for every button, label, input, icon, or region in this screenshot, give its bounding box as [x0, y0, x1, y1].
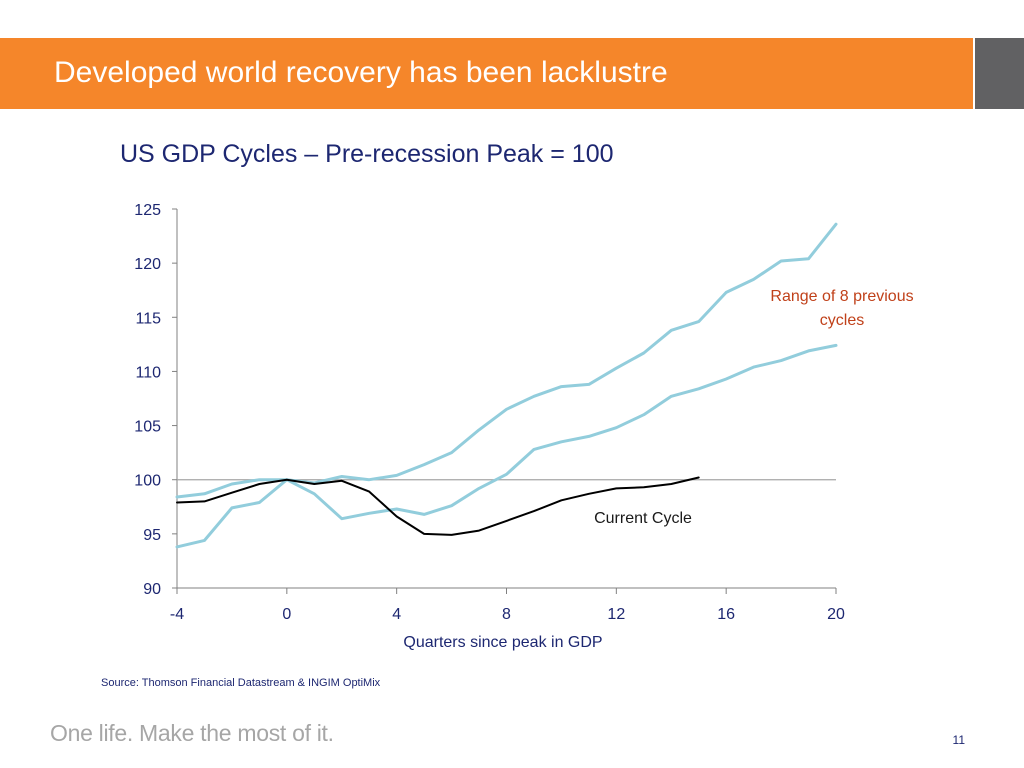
x-axis-label: Quarters since peak in GDP	[403, 634, 602, 651]
slide-title: Developed world recovery has been lacklu…	[54, 56, 668, 89]
y-tick-label: 125	[134, 202, 161, 219]
annotation-range-line1: Range of 8 previous	[770, 288, 913, 305]
x-tick-label: 8	[502, 606, 511, 623]
y-tick-label: 120	[134, 256, 161, 273]
y-tick-label: 90	[143, 581, 161, 598]
x-tick-label: 16	[717, 606, 735, 623]
x-tick-label: 4	[392, 606, 401, 623]
tagline: One life. Make the most of it.	[50, 720, 334, 746]
x-tick-label: -4	[170, 606, 184, 623]
y-tick-label: 95	[143, 527, 161, 544]
series-line-range-upper	[175, 222, 838, 499]
y-tick-label: 100	[134, 473, 161, 490]
annotation-current-cycle: Current Cycle	[594, 510, 692, 527]
x-tick-label: 0	[282, 606, 291, 623]
chart-title: US GDP Cycles – Pre-recession Peak = 100	[120, 140, 614, 168]
y-tick-label: 110	[135, 364, 161, 381]
series-line-current	[176, 476, 700, 536]
y-tick-label: 105	[134, 419, 161, 436]
y-tick-label: 115	[135, 310, 161, 327]
source-note: Source: Thomson Financial Datastream & I…	[101, 677, 381, 689]
x-tick-label: 12	[607, 606, 625, 623]
title-bar	[0, 38, 973, 109]
title-side-block	[975, 38, 1024, 109]
series-line-range-lower	[175, 343, 838, 549]
x-tick-label: 20	[827, 606, 845, 623]
page-number: 11	[952, 733, 965, 747]
annotation-range-line2: cycles	[820, 312, 864, 329]
